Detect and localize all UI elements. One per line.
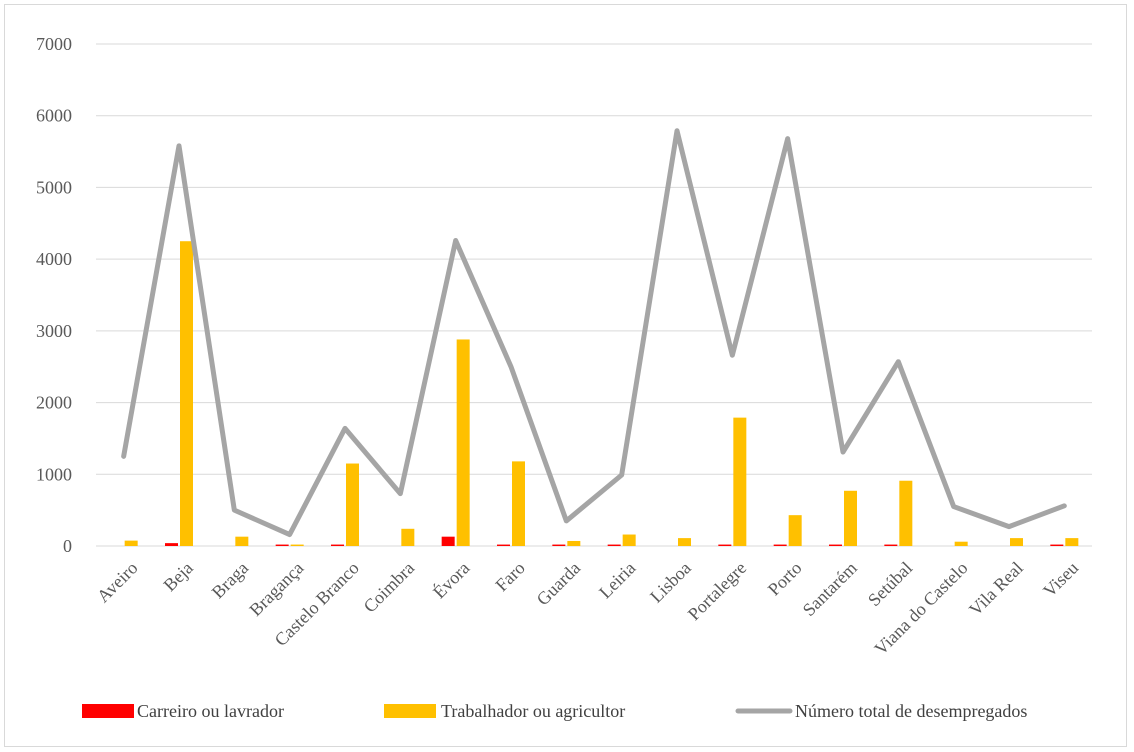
x-tick-label: Aveiro (93, 558, 142, 607)
y-axis-tick-labels: 0 1000 2000 3000 4000 5000 6000 7000 (36, 34, 72, 556)
x-tick-label: Guarda (533, 558, 585, 610)
y-tick-label: 1000 (36, 464, 72, 484)
bar-carreiro (1050, 544, 1064, 546)
bar-carreiro (884, 544, 898, 546)
bar-trabalhador (1010, 538, 1023, 546)
x-tick-label: Viseu (1039, 558, 1082, 601)
bar-trabalhador (512, 461, 525, 546)
x-tick-label: Lisboa (646, 558, 695, 607)
bar-carreiro (331, 544, 344, 546)
x-tick-label: Leiria (595, 558, 640, 603)
gridlines (96, 43, 1092, 547)
bar-trabalhador (235, 536, 249, 546)
bars (124, 241, 1079, 546)
bar-trabalhador (456, 339, 470, 546)
bar-carreiro (607, 544, 621, 546)
bar-carreiro (497, 544, 510, 546)
bar-trabalhador (622, 534, 636, 546)
legend-swatch-trabalhador (384, 704, 436, 718)
legend: Carreiro ou lavrador Trabalhador ou agric… (82, 701, 1027, 721)
bar-carreiro (552, 544, 566, 546)
bar-trabalhador (788, 515, 802, 546)
y-tick-label: 2000 (36, 393, 72, 413)
x-tick-label: Braga (208, 558, 253, 603)
x-tick-label: Santarém (799, 558, 861, 620)
bar-trabalhador (678, 538, 691, 546)
x-tick-label: Portalegre (684, 558, 750, 624)
total-unemployed-line (121, 128, 1067, 538)
bar-trabalhador (567, 540, 581, 546)
y-tick-label: 7000 (36, 34, 72, 54)
y-tick-label: 0 (63, 536, 72, 556)
x-tick-label: Beja (159, 558, 196, 595)
x-tick-label: Setúbal (864, 558, 916, 610)
bar-trabalhador (733, 417, 747, 546)
bar-trabalhador (346, 463, 359, 546)
bar-trabalhador (401, 528, 415, 546)
legend-label: Trabalhador ou agricultor (441, 701, 625, 721)
x-tick-label: Vila Real (965, 558, 1027, 620)
bar-trabalhador (290, 544, 304, 546)
bar-trabalhador (124, 540, 138, 546)
bar-carreiro (773, 544, 787, 546)
x-tick-label: Faro (491, 558, 528, 595)
x-tick-label: Porto (764, 558, 806, 600)
bar-trabalhador (954, 541, 968, 546)
y-tick-label: 4000 (36, 249, 72, 269)
legend-label: Carreiro ou lavrador (137, 701, 284, 721)
legend-swatch-carreiro (82, 704, 134, 718)
bar-carreiro (718, 544, 732, 546)
x-tick-label: Coimbra (360, 558, 419, 617)
bar-carreiro (829, 544, 842, 546)
bar-trabalhador (899, 480, 913, 546)
bar-carreiro (275, 544, 289, 546)
legend-label: Número total de desempregados (795, 701, 1027, 721)
x-tick-label: Évora (428, 557, 473, 602)
bar-carreiro (165, 543, 178, 546)
total-line-layer (121, 128, 1067, 538)
bar-trabalhador (844, 490, 857, 546)
bar-carreiro (441, 536, 455, 546)
y-tick-label: 6000 (36, 106, 72, 126)
y-tick-label: 5000 (36, 177, 72, 197)
bar-trabalhador (1065, 538, 1079, 546)
y-tick-label: 3000 (36, 321, 72, 341)
bar-trabalhador (180, 241, 193, 546)
